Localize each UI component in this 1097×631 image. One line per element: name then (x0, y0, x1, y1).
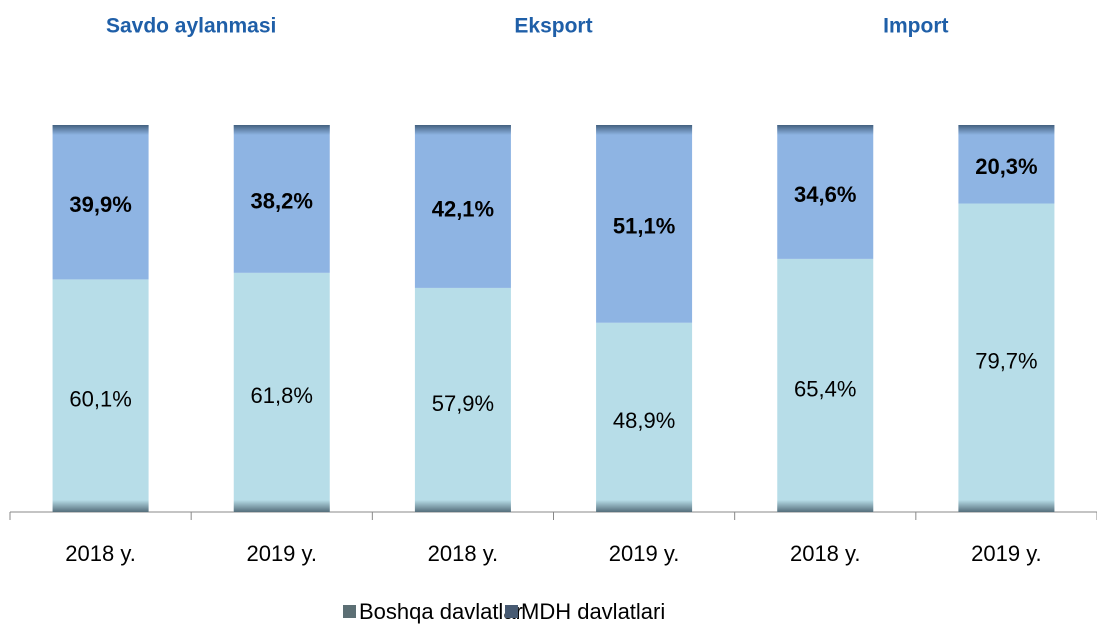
x-tick-label: 2019 y. (246, 541, 317, 566)
value-label: 79,7% (975, 349, 1037, 374)
bar-cap (233, 125, 330, 135)
bar-segment (414, 125, 511, 288)
value-label: 61,8% (251, 383, 313, 408)
x-tick-label: 2018 y. (790, 541, 861, 566)
legend-label: MDH davlatlari (521, 599, 665, 624)
bar-cap (52, 500, 149, 512)
bar-cap (777, 500, 874, 512)
x-tick-label: 2019 y. (609, 541, 680, 566)
group-title: Import (883, 15, 948, 38)
bar-cap (958, 125, 1055, 135)
legend-label: Boshqa davlatlar (359, 599, 523, 624)
bar-cap (958, 500, 1055, 512)
value-label: 20,3% (975, 154, 1037, 179)
bar-cap (596, 500, 693, 512)
bar-cap (52, 125, 149, 135)
bar-segment (777, 258, 874, 512)
bar-segment (958, 203, 1055, 512)
value-label: 51,1% (613, 214, 675, 239)
value-label: 65,4% (794, 376, 856, 401)
bar-segment (777, 125, 874, 259)
bar-cap (777, 125, 874, 135)
value-label: 48,9% (613, 408, 675, 433)
x-tick-label: 2019 y. (971, 541, 1042, 566)
group-title: Savdo aylanmasi (106, 15, 276, 38)
value-label: 38,2% (251, 189, 313, 214)
bar-segment (52, 125, 149, 280)
bar-segment (958, 125, 1055, 204)
x-tick-label: 2018 y. (65, 541, 136, 566)
bar-segment (233, 125, 330, 273)
bar-segment (52, 279, 149, 512)
value-label: 57,9% (432, 391, 494, 416)
legend-marker (505, 605, 518, 618)
bar-cap (414, 125, 511, 135)
value-label: 60,1% (69, 387, 131, 412)
bar-cap (233, 500, 330, 512)
value-label: 34,6% (794, 182, 856, 207)
group-title: Eksport (514, 15, 592, 38)
value-label: 42,1% (432, 196, 494, 221)
legend-marker (343, 605, 356, 618)
bar-cap (596, 125, 693, 135)
value-label: 39,9% (69, 192, 131, 217)
bar-segment (233, 272, 330, 512)
bar-segment (414, 287, 511, 512)
x-tick-label: 2018 y. (428, 541, 499, 566)
bar-segment (596, 322, 693, 512)
bar-cap (414, 500, 511, 512)
bar-segment (596, 125, 693, 323)
